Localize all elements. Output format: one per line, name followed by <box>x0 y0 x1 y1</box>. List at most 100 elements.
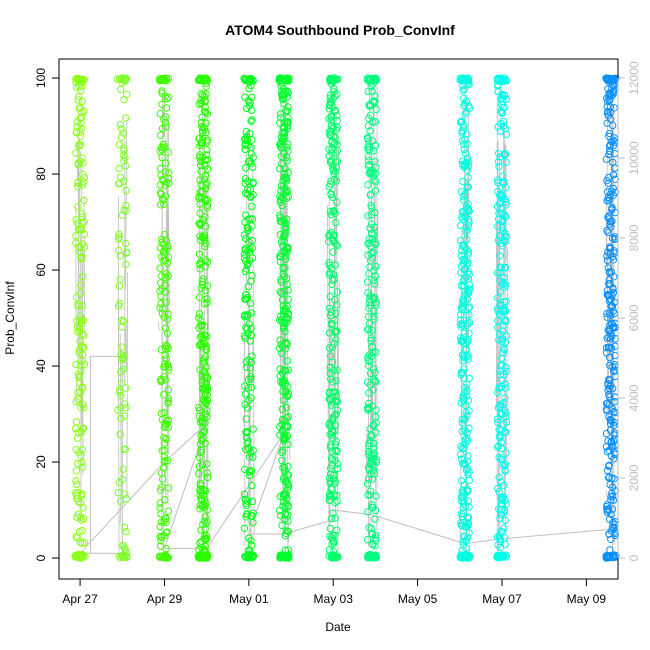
data-point <box>363 480 372 488</box>
data-point <box>117 75 125 84</box>
data-point <box>72 532 81 541</box>
data-point <box>248 136 256 144</box>
data-point <box>331 134 339 142</box>
data-point <box>366 111 375 119</box>
data-point <box>202 79 210 87</box>
data-point <box>603 552 612 560</box>
data-point <box>203 298 211 307</box>
data-point <box>278 369 287 377</box>
data-point <box>120 206 128 214</box>
data-point <box>162 518 170 526</box>
data-point <box>244 247 252 255</box>
data-point <box>196 265 204 273</box>
data-point <box>203 258 212 266</box>
data-point <box>606 191 614 199</box>
data-point <box>605 129 614 138</box>
data-point <box>369 365 378 373</box>
data-point <box>326 532 334 540</box>
data-point <box>605 268 614 277</box>
data-point <box>331 514 339 522</box>
data-point <box>328 138 336 147</box>
data-point <box>77 124 86 133</box>
data-point <box>80 178 88 186</box>
data-point <box>363 378 372 386</box>
data-point <box>198 371 206 380</box>
data-point <box>369 248 377 257</box>
data-point <box>157 533 166 542</box>
data-point <box>277 181 286 190</box>
data-point <box>159 305 167 313</box>
data-point <box>460 190 469 199</box>
data-point <box>499 117 508 126</box>
data-point <box>77 388 85 396</box>
data-point <box>500 506 509 514</box>
data-point <box>333 140 341 149</box>
data-point <box>372 240 380 249</box>
data-point <box>241 552 249 561</box>
data-point <box>79 383 87 391</box>
data-point <box>494 404 503 412</box>
data-point <box>609 443 617 451</box>
data-point <box>200 495 209 503</box>
data-point <box>496 288 504 296</box>
data-point <box>368 503 376 511</box>
data-point <box>240 524 249 532</box>
data-point <box>118 343 126 351</box>
data-point <box>157 131 165 139</box>
data-point <box>197 317 205 325</box>
data-point <box>281 422 289 430</box>
data-point <box>164 386 173 394</box>
data-point <box>465 407 473 415</box>
data-point <box>73 323 82 331</box>
data-point <box>198 187 207 196</box>
data-point <box>459 459 467 468</box>
data-point <box>369 118 377 126</box>
data-point <box>325 395 333 403</box>
data-point <box>248 202 256 211</box>
x-tick-label: May 07 <box>482 592 522 606</box>
points-layer <box>71 74 620 562</box>
data-point <box>461 427 469 435</box>
data-point <box>78 458 86 467</box>
data-point <box>73 480 81 489</box>
data-point <box>116 173 125 181</box>
data-point <box>499 77 507 86</box>
data-point <box>363 278 372 286</box>
data-point <box>120 147 128 155</box>
data-point <box>278 456 286 465</box>
data-point <box>75 327 84 335</box>
data-point <box>195 192 203 201</box>
data-point <box>160 391 168 399</box>
data-point <box>502 158 510 166</box>
data-point <box>195 470 203 478</box>
data-point <box>493 269 502 277</box>
data-point <box>607 295 615 304</box>
data-point <box>281 546 289 554</box>
data-point <box>330 271 338 279</box>
data-point <box>246 185 255 194</box>
data-point <box>160 458 168 466</box>
data-point <box>284 103 292 111</box>
cluster-trace <box>157 321 160 331</box>
data-point <box>609 88 617 97</box>
data-point <box>119 465 127 473</box>
data-point <box>608 489 616 497</box>
cluster-trace <box>83 196 86 334</box>
data-point <box>283 118 292 126</box>
data-point <box>463 235 471 244</box>
data-point <box>276 258 285 266</box>
data-point <box>364 475 373 483</box>
data-point <box>243 429 251 437</box>
data-point <box>369 172 378 180</box>
data-point <box>115 388 124 397</box>
data-point <box>330 539 338 547</box>
data-point <box>372 406 380 414</box>
data-point <box>496 494 505 502</box>
data-point <box>164 457 172 465</box>
data-point <box>79 551 87 559</box>
data-point <box>160 251 168 260</box>
data-point <box>333 398 342 406</box>
data-point <box>464 335 472 344</box>
data-point <box>247 106 256 114</box>
data-point <box>460 490 468 498</box>
